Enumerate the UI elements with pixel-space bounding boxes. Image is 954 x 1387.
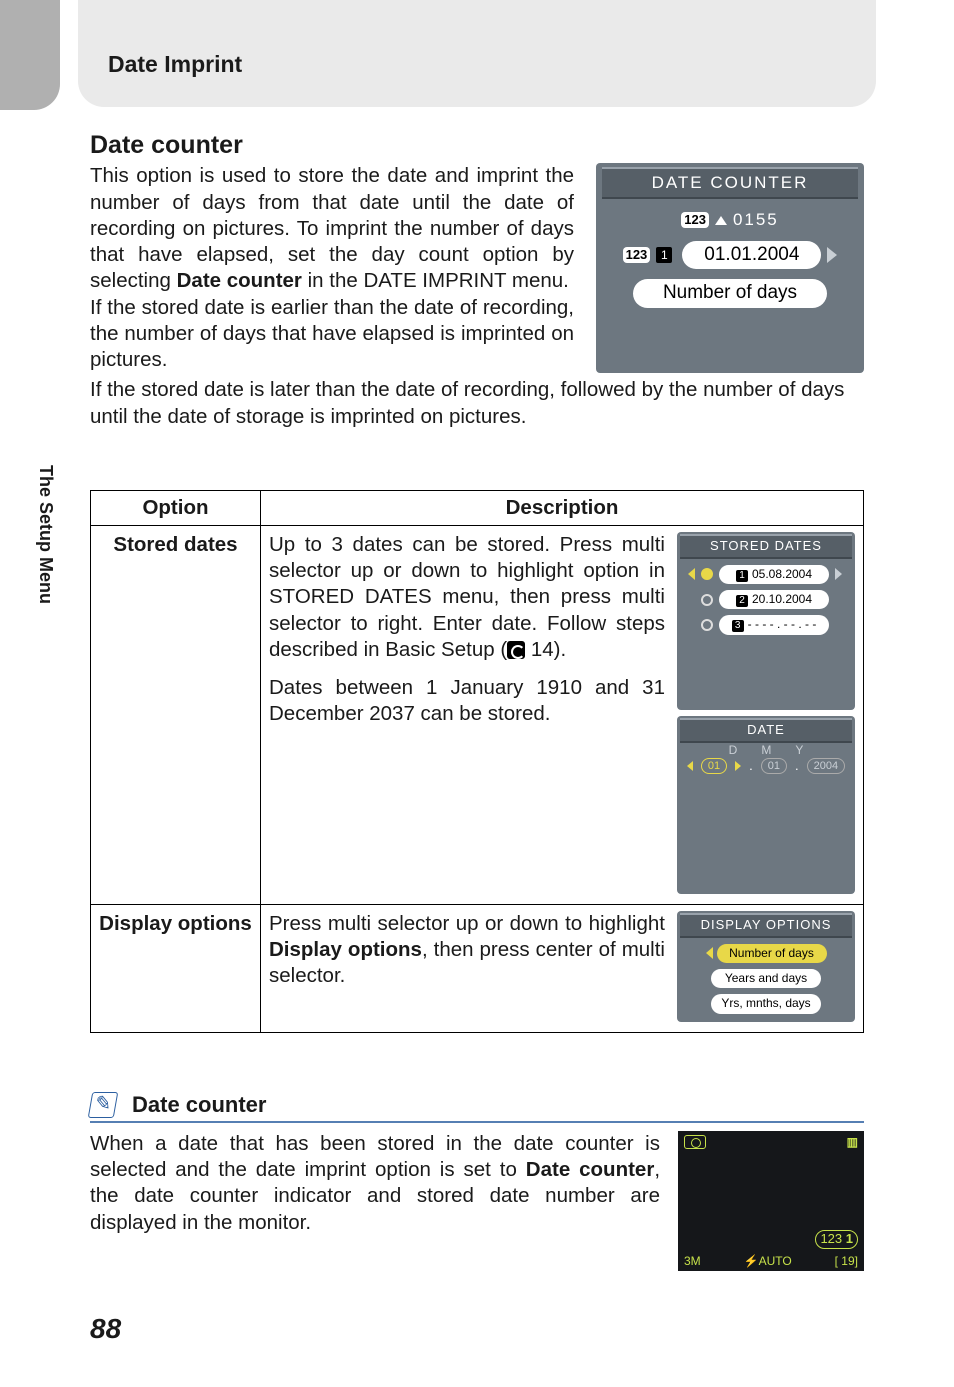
table-row: Stored dates Up to 3 dates can be stored…: [91, 526, 864, 905]
chevron-left-icon: [688, 568, 695, 580]
text: 123: [820, 1231, 842, 1246]
page-ref-icon: [507, 641, 525, 659]
text: in the DATE IMPRINT menu.: [302, 269, 569, 292]
display-opt-3: Yrs, mnths, days: [711, 994, 821, 1013]
header-panel: Date Imprint: [78, 0, 876, 107]
note-icon: ✎: [88, 1092, 119, 1118]
col-description: Description: [261, 490, 864, 525]
lcd-stored-dates: STORED DATES 105.08.2004 220.10.2004: [677, 532, 855, 710]
intro-paragraph-3: If the stored date is later than the dat…: [90, 377, 864, 429]
text: 05.08.2004: [752, 567, 812, 581]
option-stored-dates: Stored dates: [91, 526, 261, 905]
note-title: Date counter: [132, 1091, 266, 1119]
text: AUTO: [759, 1254, 792, 1268]
lcd-date-counter: DATE COUNTER 123 0155 123 1 01.01.2004 N…: [596, 163, 864, 373]
lcd-count: 0155: [733, 209, 779, 231]
desc-display-options: Press multi selector up or down to highl…: [261, 905, 864, 1033]
label-y: Y: [795, 743, 803, 758]
text: 1: [846, 1231, 853, 1246]
radio-icon: [701, 594, 713, 606]
chevron-right-icon: [835, 568, 842, 580]
section-title: Date counter: [90, 129, 864, 161]
monitor-preview: ▥ 123 1 3M ⚡AUTO [ 19]: [678, 1131, 864, 1271]
value-d: 01: [701, 758, 727, 774]
lcd-mode: Number of days: [633, 279, 827, 307]
display-opt-1: Number of days: [717, 944, 827, 963]
value-m: 01: [761, 758, 787, 774]
stored-date-1: 105.08.2004: [719, 565, 829, 584]
monitor-count: [ 19]: [835, 1254, 858, 1269]
triangle-up-icon: [715, 216, 727, 225]
page-number: 88: [90, 1311, 864, 1347]
intro-paragraph-2: If the stored date is earlier than the d…: [90, 295, 574, 374]
slot-number-icon: 1: [656, 247, 672, 263]
lcd-date: 01.01.2004: [682, 241, 821, 269]
value-y: 2004: [807, 758, 845, 774]
text: 14).: [525, 638, 566, 661]
options-table: Option Description Stored dates Up to 3 …: [90, 490, 864, 1033]
chevron-right-icon: [735, 761, 741, 771]
chevron-left-icon: [706, 947, 713, 959]
text: If the stored date is later than the dat…: [90, 378, 561, 401]
lcd-title: DATE: [680, 718, 852, 743]
lcd-display-options: DISPLAY OPTIONS Number of days Years and…: [677, 911, 855, 1022]
header-title: Date Imprint: [108, 50, 858, 79]
intro-paragraph-1: This option is used to store the date an…: [90, 163, 574, 294]
text: Dates between 1 January 1910 and 31 Dece…: [269, 675, 665, 727]
text: Press multi selector up or down to highl…: [269, 912, 665, 935]
desc-stored-dates: Up to 3 dates can be stored. Press multi…: [261, 526, 864, 905]
lcd-title: STORED DATES: [680, 534, 852, 559]
option-display-options: Display options: [91, 905, 261, 1033]
label-m: M: [761, 743, 771, 758]
chevron-left-icon: [687, 761, 693, 771]
stored-date-3: 3- - - - . - - . - -: [719, 615, 829, 634]
text-bold: Display options: [269, 938, 422, 961]
table-header-row: Option Description: [91, 490, 864, 525]
display-opt-2: Years and days: [711, 969, 821, 988]
text: Up to 3 dates can be stored. Press multi…: [269, 533, 665, 661]
radio-icon: [701, 619, 713, 631]
text: 19: [841, 1254, 854, 1268]
monitor-size: 3M: [684, 1254, 701, 1269]
text-bold: Date counter: [526, 1158, 655, 1181]
badge-123-icon: 123: [623, 247, 651, 264]
camera-icon: [684, 1135, 706, 1149]
col-option: Option: [91, 490, 261, 525]
text-bold: Date counter: [177, 269, 302, 292]
battery-indicator: 123 1: [815, 1230, 858, 1249]
memory-icon: ▥: [847, 1135, 858, 1150]
lcd-title: DISPLAY OPTIONS: [680, 913, 852, 938]
note-text: When a date that has been stored in the …: [90, 1131, 660, 1271]
note-rule: [90, 1121, 864, 1123]
text: - - - - . - - . - -: [748, 617, 817, 631]
lcd-title: DATE COUNTER: [602, 167, 858, 199]
label-d: D: [729, 743, 738, 758]
badge-123-icon: 123: [681, 212, 709, 229]
table-row: Display options Press multi selector up …: [91, 905, 864, 1033]
monitor-flash: ⚡AUTO: [744, 1254, 792, 1269]
lcd-date-entry: DATE D M Y 01 . 01: [677, 716, 855, 894]
stored-date-2: 220.10.2004: [719, 590, 829, 609]
radio-selected-icon: [701, 568, 713, 580]
chevron-right-icon: [827, 247, 837, 263]
text: 20.10.2004: [752, 592, 812, 606]
